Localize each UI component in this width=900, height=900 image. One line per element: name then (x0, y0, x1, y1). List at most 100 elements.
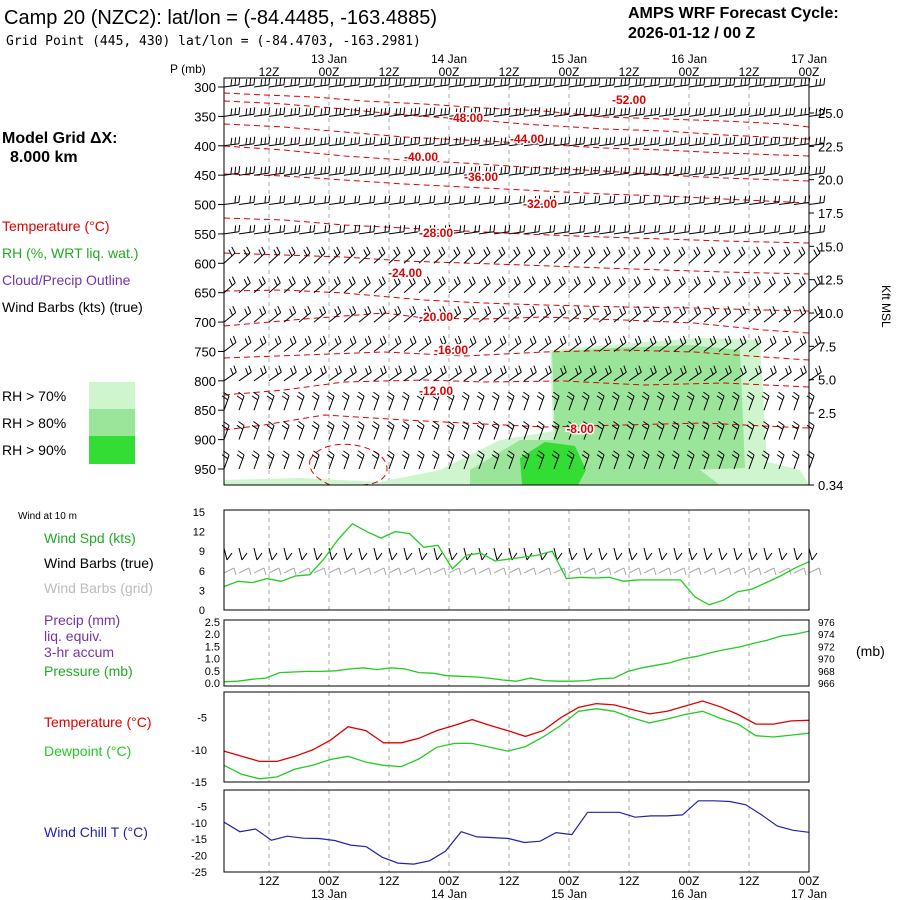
wind-barb (341, 421, 350, 440)
wind-barb (431, 421, 440, 440)
wind-barb (643, 107, 661, 117)
pressure-tick-label: 500 (194, 198, 216, 213)
wind-barb (671, 391, 680, 411)
wind-barb (763, 224, 781, 235)
wind-barb (238, 365, 252, 382)
wind-barb (673, 166, 691, 176)
wind-barb (718, 77, 736, 88)
wind-barb (778, 246, 791, 264)
wind-barb (253, 276, 266, 294)
wind-barb (761, 450, 770, 470)
wind-barb (748, 335, 762, 352)
wind-barb (373, 305, 387, 323)
wind-barb (703, 224, 721, 235)
wind-barb (748, 195, 766, 205)
wind-barb (686, 391, 695, 411)
wind-barb (463, 276, 476, 294)
surface-wind-barb (658, 547, 668, 561)
wind-barb (313, 107, 331, 117)
wind-barb (313, 166, 331, 176)
pressure-tick-label: 750 (194, 344, 216, 359)
wind-barb (268, 246, 281, 264)
wind-barb (268, 335, 282, 352)
wind-barb (778, 365, 792, 382)
height-tick-label: 12.5 (818, 273, 843, 288)
wind-barb (583, 195, 601, 205)
wind-barb (253, 335, 267, 352)
top-date-label: 14 Jan (431, 52, 467, 66)
bottom-hour-label: 00Z (559, 874, 580, 888)
wind-barb (298, 136, 316, 147)
temperature-tick-label: -15 (191, 777, 207, 789)
wind-barb (673, 246, 686, 264)
wind-barb (703, 166, 721, 176)
wind-barb (328, 224, 346, 235)
wind-barb (763, 136, 781, 147)
temperature-contour (223, 252, 810, 275)
wind-barb (671, 421, 680, 440)
temperature-contour-label: -40.00 (404, 150, 438, 164)
wind-barb (673, 224, 691, 235)
wind-barb (311, 391, 320, 411)
surface-wind-barb (523, 547, 533, 561)
grid-wind-barb (598, 567, 612, 576)
wind-barb (808, 166, 826, 176)
wind-barb (553, 195, 571, 205)
wind-barb (311, 450, 320, 470)
wind-barb (538, 77, 556, 88)
wind-barb (281, 391, 290, 411)
wind-barb (403, 305, 417, 323)
wind-barb (673, 195, 691, 205)
wind-barb (521, 391, 530, 411)
grid-wind-barb (553, 567, 567, 576)
wind-barb (283, 276, 296, 294)
wind-barb (746, 421, 755, 440)
wind-barb (268, 166, 286, 176)
wind-barb (688, 107, 706, 117)
wind-barb (671, 450, 680, 470)
surface-wind-barb (763, 547, 773, 561)
wind-barb (688, 365, 702, 382)
wind-barb (763, 335, 777, 352)
wind-barb (433, 77, 451, 88)
wind-barb (626, 450, 635, 470)
wind-barb (718, 365, 732, 382)
wind-barb (238, 276, 251, 294)
grid-wind-barb (568, 567, 582, 576)
wind-barb (253, 136, 271, 147)
surface-wind-barb (343, 547, 353, 561)
wind-barb (553, 276, 566, 294)
bottom-hour-label: 00Z (439, 874, 460, 888)
wind-chill-tick-label: -5 (197, 801, 207, 813)
grid-point-info: Grid Point (445, 430) lat/lon = (-84.470… (6, 34, 421, 49)
wind-barb (448, 276, 461, 294)
wind-barb (283, 335, 297, 352)
wind-barb (748, 276, 761, 294)
wind-barb (371, 421, 380, 440)
wind-barb (463, 77, 481, 88)
surface-wind-barb (238, 547, 248, 561)
wind-barb (763, 305, 777, 323)
wind-speed-line (223, 522, 810, 606)
temperature-tick-label: -5 (197, 713, 207, 725)
wind-barb (581, 391, 590, 411)
wind-barb (553, 365, 567, 382)
wind-barb (613, 305, 627, 323)
legend-wind-barbs-true: Wind Barbs (true) (44, 555, 154, 571)
wind-barb (253, 246, 266, 264)
wind-barb (716, 450, 725, 470)
wind-barb (583, 77, 601, 88)
wind-barb (568, 276, 581, 294)
wind-barb (508, 166, 526, 176)
surface-wind-barb (643, 547, 653, 561)
grid-wind-barb (493, 567, 507, 576)
height-tick-label: 10.0 (818, 306, 843, 321)
wind-barb (223, 365, 237, 382)
temperature-contour-label: -36.00 (464, 170, 498, 184)
wind-barb (746, 391, 755, 411)
wind-barb (778, 224, 796, 235)
wind-barb (553, 224, 571, 235)
wind-barb (688, 166, 706, 176)
wind-barb (433, 305, 447, 323)
wind-barb (611, 421, 620, 440)
